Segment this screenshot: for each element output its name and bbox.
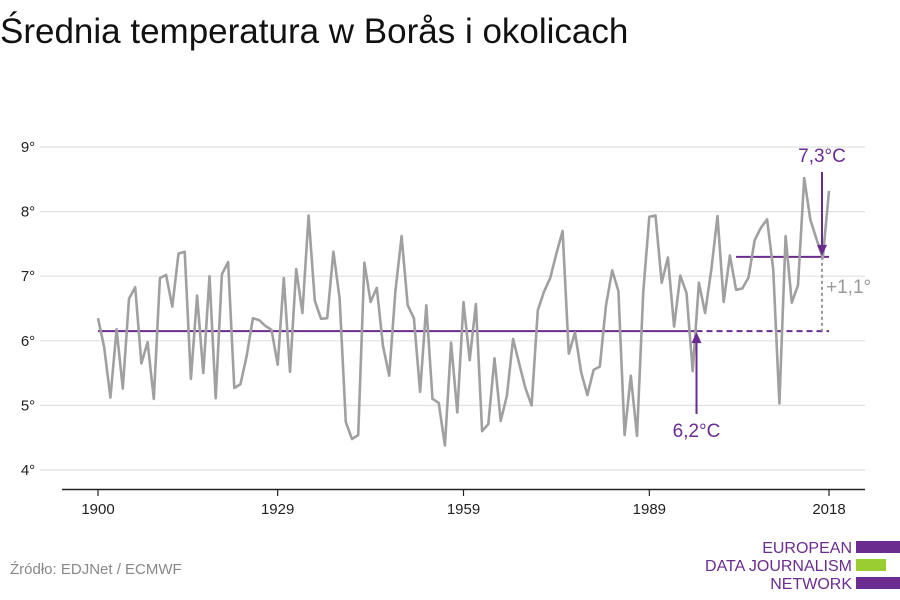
annotation-7-3-label: 7,3°C [798,146,846,167]
temperature-series-line [96,176,831,447]
x-axis-ticks: 1900 1929 1959 1989 2018 [81,489,846,518]
x-tick-label-1900: 1900 [81,501,114,518]
logo-bar-green [856,559,886,571]
x-tick-label-2018: 2018 [812,501,845,518]
logo-line-3: NETWORK [770,576,852,593]
y-tick-label-4: 4° [21,462,35,479]
y-tick-label-7: 7° [21,268,35,285]
logo-bar-purple-top [856,541,900,553]
y-tick-label-5: 5° [21,397,35,414]
x-tick-label-1989: 1989 [633,501,666,518]
source-note: Źródło: EDJNet / ECMWF [10,561,182,578]
x-tick-label-1959: 1959 [447,501,480,518]
grid-lines [40,146,865,471]
edjnet-logo: EUROPEAN DATA JOURNALISM NETWORK [700,538,900,596]
logo-line-1: EUROPEAN [762,540,852,557]
y-tick-label-8: 8° [21,204,35,221]
logo-line-2: DATA JOURNALISM [705,558,852,575]
logo-bar-purple-bottom [856,577,900,589]
annotation-6-2-label: 6,2°C [673,421,721,442]
chart-title: Średnia temperatura w Borås i okolicach [0,12,629,51]
arrow-up-head [691,332,702,344]
y-tick-label-9: 9° [21,139,35,156]
annotation-arrows [691,172,827,414]
annotation-difference-label: +1,1° [826,277,871,298]
y-axis-ticks: 4° 5° 6° 7° 8° 9° [21,139,35,479]
arrow-down-head [817,244,827,256]
y-tick-label-6: 6° [21,333,35,350]
x-tick-label-1929: 1929 [261,501,294,518]
